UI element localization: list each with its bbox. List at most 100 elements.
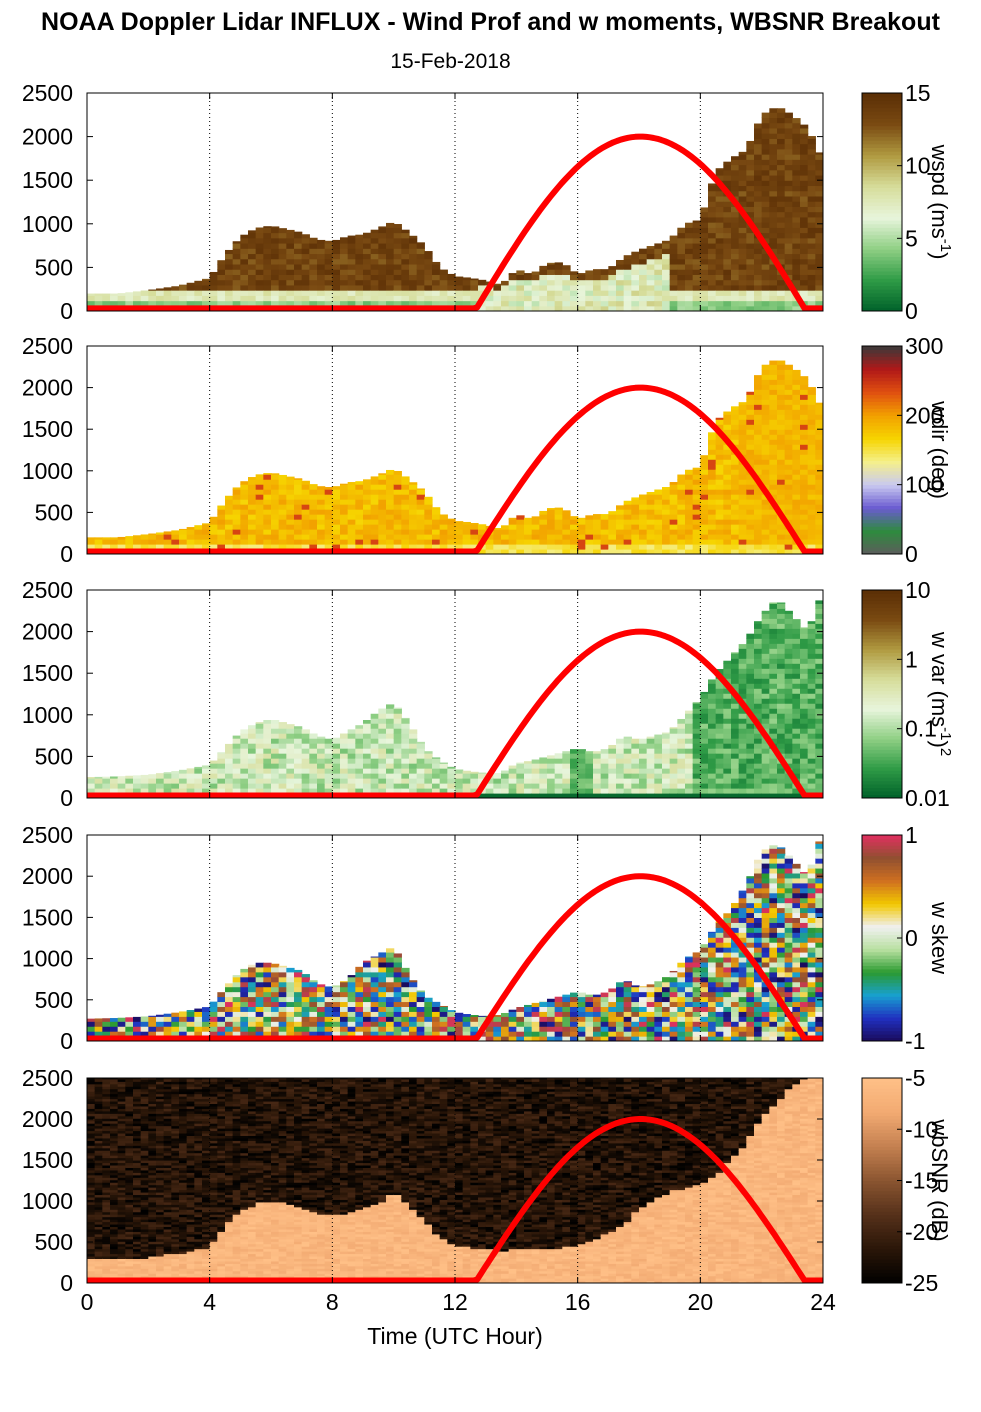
heatmap-cell — [278, 733, 287, 739]
heatmap-cell — [600, 300, 609, 307]
heatmap-cell — [294, 529, 303, 535]
heatmap-cell — [186, 284, 195, 291]
heatmap-cell — [240, 753, 249, 759]
heatmap-cell — [554, 773, 563, 779]
heatmap-cell — [761, 174, 770, 181]
heatmap-cell — [363, 1021, 372, 1027]
heatmap-cell — [600, 544, 609, 550]
heatmap-cell — [324, 544, 333, 550]
heatmap-cell — [800, 633, 809, 639]
heatmap-cell — [416, 1021, 425, 1027]
heatmap-cell — [263, 996, 272, 1003]
heatmap-cell — [87, 544, 96, 550]
heatmap-cell — [685, 295, 694, 302]
heatmap-cell — [677, 489, 686, 495]
heatmap-cell — [669, 743, 678, 749]
heatmap-cell — [94, 293, 103, 296]
heatmap-cell — [769, 164, 778, 171]
heatmap-cell — [317, 753, 326, 759]
heatmap-cell — [777, 698, 786, 704]
heatmap-cell — [409, 1031, 418, 1037]
heatmap-cell — [455, 788, 464, 794]
heatmap-cell — [209, 284, 218, 291]
heatmap-cell — [700, 248, 709, 255]
heatmap-cell — [393, 237, 402, 244]
heatmap-cell — [677, 279, 686, 286]
heatmap-cell — [723, 738, 732, 744]
heatmap-cell — [792, 519, 801, 525]
heatmap-cell — [393, 494, 402, 500]
colorbar-segment — [862, 508, 902, 513]
heatmap-cell — [401, 237, 410, 244]
heatmap-cell — [355, 738, 364, 744]
heatmap-cell — [294, 778, 303, 784]
heatmap-cell — [255, 996, 264, 1003]
heatmap-cell — [271, 768, 280, 774]
heatmap-cell — [386, 976, 395, 983]
heatmap-cell — [409, 279, 418, 286]
heatmap-cell — [386, 242, 395, 249]
heatmap-cell — [715, 529, 724, 535]
heatmap-cell — [217, 752, 226, 754]
heatmap-cell — [777, 133, 786, 139]
heatmap-cell — [562, 788, 571, 794]
heatmap-cell — [800, 693, 809, 699]
heatmap-cell — [654, 300, 663, 307]
heatmap-cell — [485, 549, 494, 554]
heatmap-cell — [355, 499, 364, 505]
heatmap-cell — [784, 216, 793, 223]
colorbar-segment — [862, 274, 902, 279]
heatmap-cell — [271, 773, 280, 779]
heatmap-cell — [202, 778, 211, 784]
heatmap-cell — [677, 733, 686, 739]
heatmap-cell — [225, 753, 234, 759]
heatmap-cell — [654, 489, 663, 495]
heatmap-cell — [769, 263, 778, 270]
heatmap-cell — [255, 753, 264, 759]
heatmap-cell — [286, 1021, 295, 1027]
heatmap-cell — [769, 369, 778, 375]
heatmap-cell — [347, 996, 356, 1003]
heatmap-cell — [217, 505, 226, 510]
heatmap-cell — [600, 534, 609, 540]
heatmap-cell — [332, 986, 341, 993]
heatmap-cell — [754, 494, 763, 500]
heatmap-cell — [669, 763, 678, 769]
colorbar-segment — [862, 227, 902, 232]
heatmap-cell — [723, 305, 732, 311]
heatmap-cell — [692, 793, 701, 798]
heatmap-cell — [738, 529, 747, 535]
heatmap-cell — [156, 532, 165, 535]
heatmap-cell — [156, 1026, 165, 1032]
heatmap-cell — [754, 127, 763, 134]
heatmap-cell — [777, 404, 786, 410]
heatmap-cell — [800, 237, 809, 244]
heatmap-cell — [401, 519, 410, 525]
heatmap-cell — [286, 509, 295, 515]
heatmap-cell — [654, 519, 663, 525]
heatmap-cell — [807, 663, 816, 669]
heatmap-cell — [723, 529, 732, 535]
heatmap-cell — [792, 524, 801, 530]
heatmap-cell — [501, 773, 510, 779]
heatmap-cell — [401, 976, 410, 983]
heatmap-cell — [616, 529, 625, 535]
heatmap-cell — [746, 638, 755, 644]
heatmap-cell — [754, 389, 763, 395]
heatmap-cell — [815, 469, 823, 475]
heatmap-cell — [646, 295, 655, 302]
heatmap-cell — [248, 544, 257, 550]
heatmap-cell — [470, 290, 479, 296]
heatmap-cell — [171, 778, 180, 784]
heatmap-cell — [225, 524, 234, 530]
heatmap-cell — [248, 248, 257, 255]
heatmap-cell — [723, 713, 732, 719]
heatmap-cell — [171, 1021, 180, 1027]
heatmap-cell — [600, 788, 609, 794]
heatmap-cell — [217, 524, 226, 530]
heatmap-cell — [715, 253, 724, 260]
heatmap-cell — [761, 133, 770, 139]
heatmap-cell — [800, 504, 809, 510]
heatmap-cell — [700, 459, 709, 465]
heatmap-cell — [769, 409, 778, 415]
